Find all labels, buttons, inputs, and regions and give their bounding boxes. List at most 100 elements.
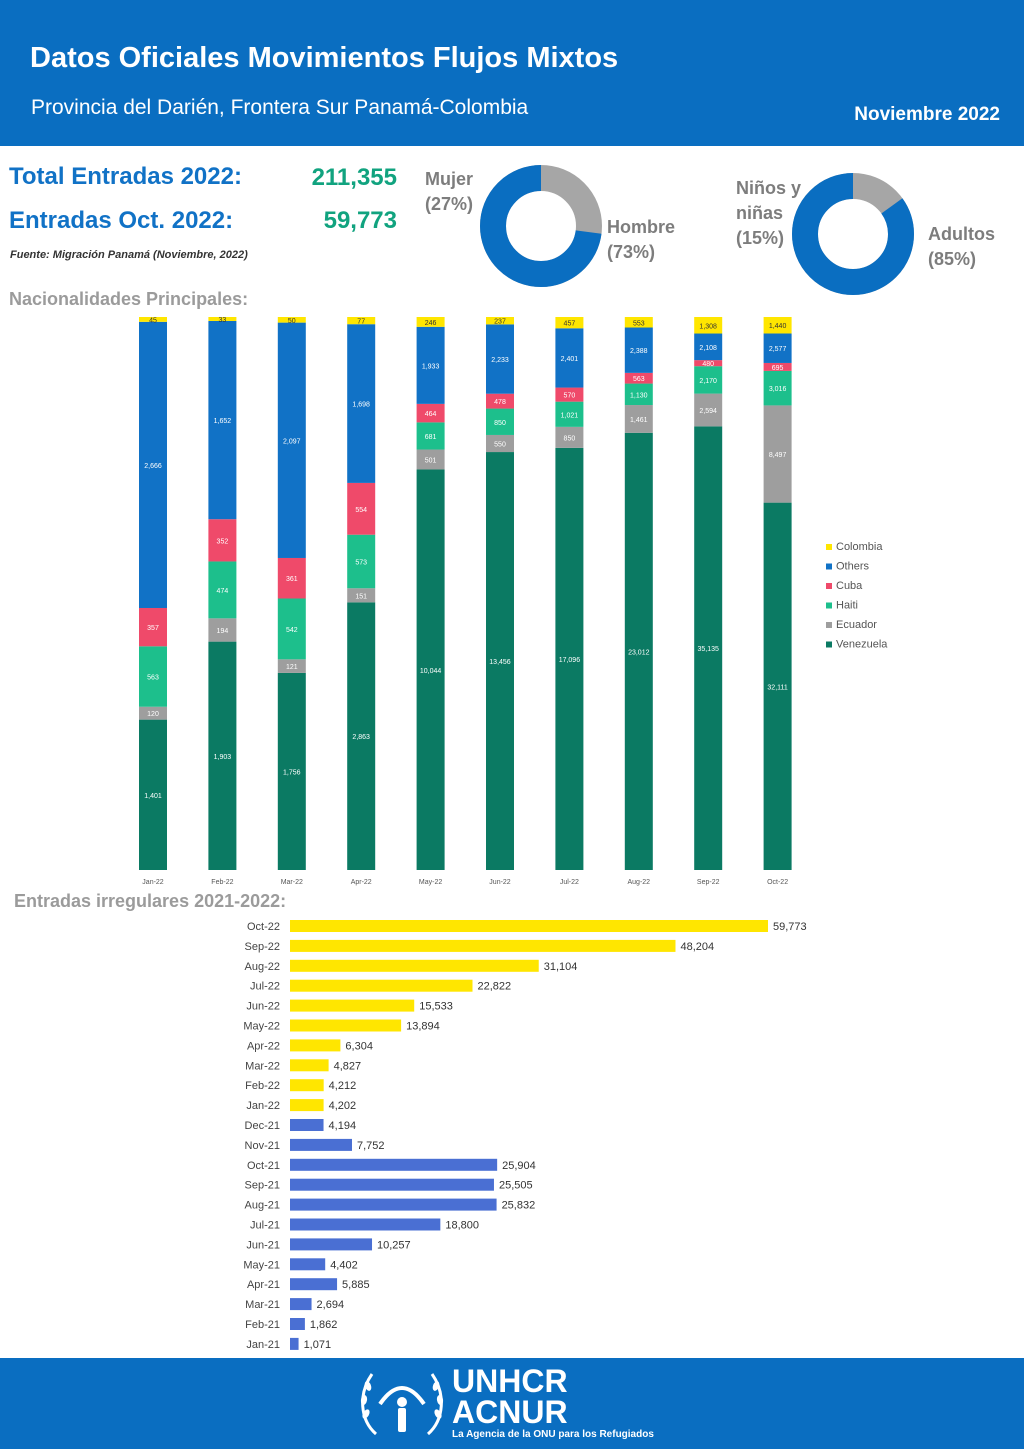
x-tick-label: Sep-22	[697, 879, 720, 886]
adultos-label-text: Adultos	[928, 224, 995, 244]
data-label-ecuador-aug-22: 1,461	[630, 417, 648, 424]
hombre-pct: (73%)	[607, 242, 656, 262]
hbar-value-label: 25,832	[502, 1200, 536, 1212]
data-label-venezuela-jun-22: 13,456	[489, 659, 511, 666]
hbar-value-label: 10,257	[377, 1239, 411, 1251]
hbar-jun-21	[290, 1238, 373, 1251]
hbar-value-label: 59,773	[773, 921, 807, 933]
bar-cuba-oct-22	[763, 362, 792, 371]
hbar-value-label: 25,904	[502, 1160, 536, 1172]
bar-others-feb-22	[208, 320, 237, 520]
hbar-value-label: 22,822	[478, 981, 512, 993]
footer-banner: UNHCR ACNUR La Agencia de la ONU para lo…	[0, 1358, 1024, 1449]
page-subtitle: Provincia del Darién, Frontera Sur Panam…	[31, 96, 529, 119]
age-donut	[792, 173, 914, 295]
bar-cuba-sep-22	[694, 360, 723, 367]
bar-cuba-jun-22	[486, 393, 514, 409]
hbar-value-label: 4,202	[329, 1100, 357, 1112]
bar-ecuador-jun-22	[486, 434, 514, 453]
data-label-colombia-feb-22: 33	[219, 317, 227, 324]
hombre-label: Hombre (73%)	[607, 215, 675, 265]
bar-venezuela-may-22	[416, 469, 445, 870]
legend-label-cuba: Cuba	[836, 580, 863, 592]
data-label-others-aug-22: 2,388	[630, 348, 648, 355]
legend-label-haiti: Haiti	[836, 600, 858, 612]
hbar-value-label: 25,505	[499, 1180, 533, 1192]
ninos-label-line2: niñas	[736, 203, 784, 223]
hbar-category-label: Apr-22	[247, 1040, 280, 1052]
legend-label-venezuela: Venezuela	[836, 639, 888, 651]
data-label-haiti-jun-22: 850	[494, 420, 506, 427]
hbar-value-label: 15,533	[419, 1001, 453, 1013]
data-label-venezuela-apr-22: 2,863	[352, 734, 370, 741]
bar-haiti-oct-22	[763, 370, 792, 406]
data-label-ecuador-apr-22: 151	[355, 593, 367, 600]
total-entries-value: 211,355	[311, 164, 397, 191]
bar-colombia-apr-22	[347, 317, 376, 325]
hbar-category-label: Oct-21	[247, 1160, 280, 1172]
legend-label-colombia: Colombia	[836, 541, 883, 553]
hbar-aug-21	[290, 1198, 497, 1211]
total-entries-label: Total Entradas 2022:	[9, 163, 242, 190]
data-label-colombia-jun-22: 237	[494, 319, 506, 326]
data-label-colombia-apr-22: 77	[357, 319, 365, 326]
data-label-others-may-22: 1,933	[422, 363, 440, 370]
adultos-pct: (85%)	[928, 249, 977, 269]
bar-ecuador-may-22	[416, 449, 445, 470]
hbar-category-label: Aug-21	[245, 1200, 280, 1212]
data-label-others-apr-22: 1,698	[352, 402, 370, 409]
bar-haiti-jun-22	[486, 408, 514, 435]
hbar-category-label: Jun-21	[246, 1239, 280, 1251]
adultos-label: Adultos (85%)	[928, 222, 995, 272]
hbar-sep-21	[290, 1178, 494, 1191]
legend-swatch-ecuador	[826, 622, 832, 628]
bar-ecuador-aug-22	[624, 405, 653, 433]
legend-label-ecuador: Ecuador	[836, 619, 877, 631]
bar-venezuela-aug-22	[624, 432, 653, 870]
month-entries-value: 59,773	[323, 207, 397, 234]
bar-others-sep-22	[694, 333, 723, 361]
mujer-label: Mujer (27%)	[425, 167, 473, 217]
bar-others-mar-22	[277, 322, 306, 558]
data-label-venezuela-aug-22: 23,012	[628, 649, 650, 656]
legend-swatch-haiti	[826, 602, 832, 609]
hbar-may-21	[290, 1258, 326, 1271]
data-label-cuba-may-22: 464	[425, 411, 437, 418]
bar-ecuador-jan-22	[139, 706, 167, 720]
data-label-venezuela-mar-22: 1,756	[283, 769, 301, 776]
logo-line-acnur: ACNUR	[452, 1394, 568, 1430]
hbar-category-label: Apr-21	[247, 1279, 280, 1291]
irregular-entries-chart: Oct-22 59,773 Sep-22 48,204 Aug-22 31,104 Jul-…	[243, 920, 807, 1351]
irregular-chart-title: Entradas irregulares 2021-2022:	[14, 891, 287, 911]
data-label-cuba-aug-22: 563	[633, 376, 645, 383]
hbar-mar-22	[290, 1059, 329, 1072]
data-label-haiti-apr-22: 573	[355, 559, 367, 566]
hbar-category-label: Jun-22	[246, 1001, 280, 1013]
hbar-feb-22	[290, 1079, 324, 1092]
legend-label-others: Others	[836, 561, 870, 573]
unhcr-logo-icon	[360, 1373, 444, 1436]
data-label-colombia-jan-22: 45	[149, 317, 157, 324]
hbar-category-label: Mar-21	[245, 1299, 280, 1311]
data-label-colombia-jul-22: 457	[564, 321, 576, 328]
data-label-ecuador-feb-22: 194	[217, 628, 229, 635]
data-label-colombia-aug-22: 553	[633, 320, 645, 327]
bar-ecuador-mar-22	[277, 659, 306, 673]
hbar-value-label: 48,204	[680, 941, 714, 953]
legend-swatch-colombia	[826, 544, 832, 550]
data-label-others-jul-22: 2,401	[561, 356, 579, 363]
bar-colombia-jul-22	[555, 317, 584, 329]
hbar-value-label: 13,894	[406, 1021, 440, 1033]
data-label-venezuela-feb-22: 1,903	[214, 754, 232, 761]
report-date: Noviembre 2022	[854, 104, 1000, 125]
data-label-venezuela-sep-22: 35,135	[697, 646, 719, 653]
bar-venezuela-sep-22	[694, 426, 723, 870]
hbar-aug-22	[290, 959, 539, 972]
data-label-haiti-feb-22: 474	[217, 588, 229, 595]
x-tick-label: Oct-22	[767, 879, 788, 886]
bar-colombia-oct-22	[763, 317, 792, 334]
data-label-colombia-mar-22: 50	[288, 318, 296, 325]
month-entries-label: Entradas Oct. 2022:	[9, 207, 234, 234]
hbar-category-label: Nov-21	[245, 1140, 280, 1152]
bar-haiti-apr-22	[347, 534, 376, 589]
